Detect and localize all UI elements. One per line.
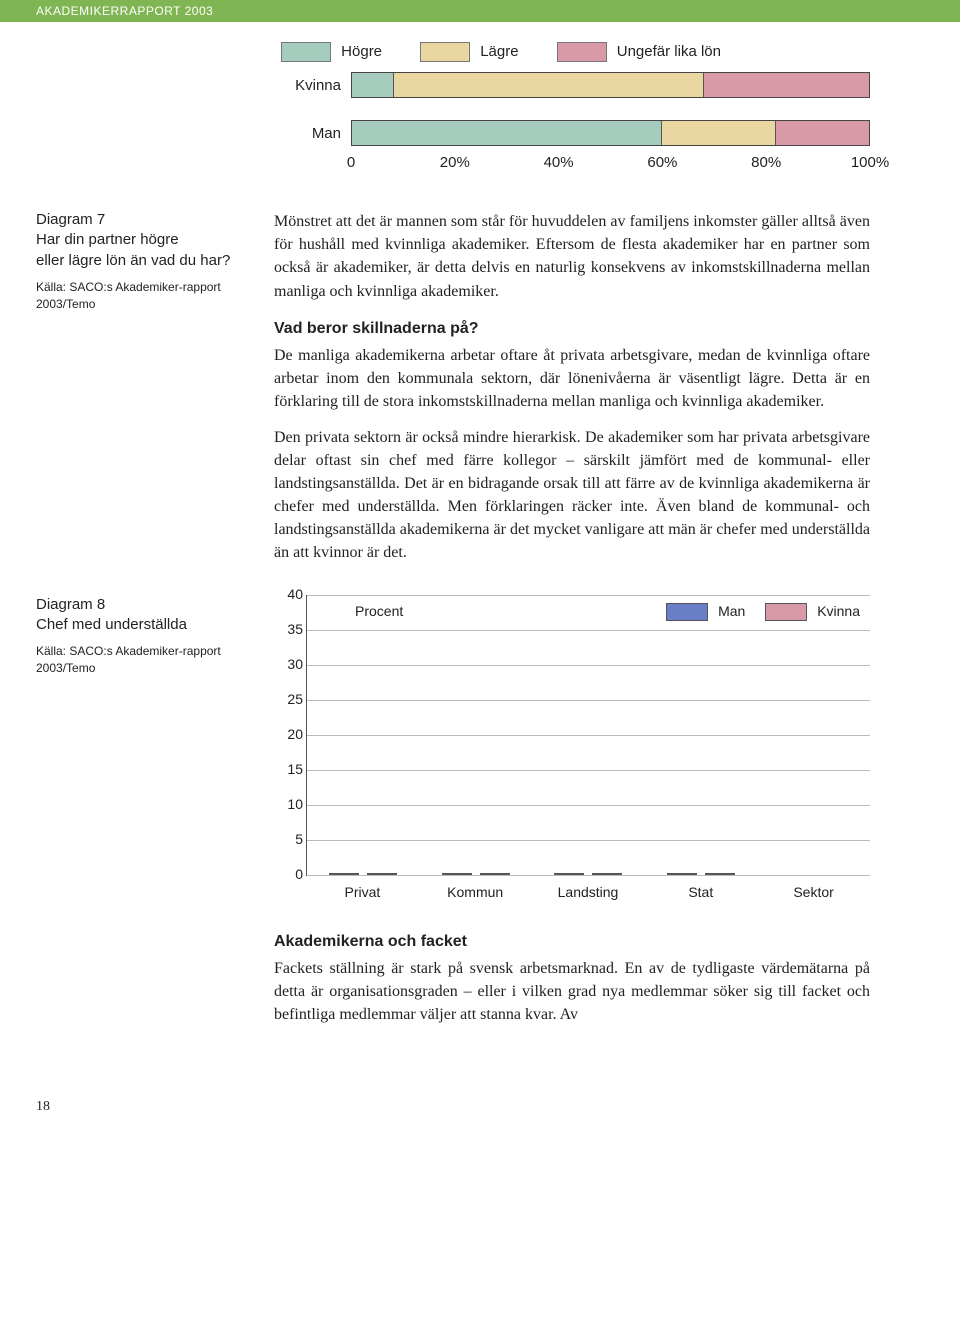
- legend-item-lagre: Lägre: [420, 42, 519, 62]
- chart1-segment: [704, 73, 869, 97]
- chart2-ytick: 35: [277, 619, 303, 639]
- legend-item-hogre: Högre: [281, 42, 382, 62]
- chart2-ytick: 0: [277, 864, 303, 884]
- chart2-gridline: [307, 665, 870, 666]
- body-text: Mönstret att det är mannen som står för …: [274, 210, 870, 577]
- para-facket: Fackets ställning är stark på svensk arb…: [274, 957, 870, 1027]
- chart2-ytick: 20: [277, 724, 303, 744]
- chart1-bar-kvinna: [351, 72, 870, 98]
- header-title: AKADEMIKERRAPPORT 2003: [36, 4, 213, 18]
- chart2-ytick: 10: [277, 794, 303, 814]
- diagram7-line3: eller lägre lön än vad du har?: [36, 252, 230, 269]
- page-header: AKADEMIKERRAPPORT 2003: [0, 0, 960, 22]
- legend-item-lika: Ungefär lika lön: [557, 42, 721, 62]
- chart1-legend: Högre Lägre Ungefär lika lön: [281, 42, 870, 62]
- chart1-segment: [352, 121, 662, 145]
- diagram8-caption: Diagram 8 Chef med underställda Källa: S…: [36, 595, 246, 1039]
- chart1-segment: [352, 73, 394, 97]
- diagram8-source: Källa: SACO:s Akademiker-rapport 2003/Te…: [36, 643, 246, 677]
- heading-facket: Akademikerna och facket: [274, 930, 870, 953]
- diagram7-caption: Diagram 7 Har din partner högre eller lä…: [36, 210, 246, 577]
- chart2-ytick: 15: [277, 759, 303, 779]
- chart2-gridline: [307, 595, 870, 596]
- chart2-xlabel: Sektor: [769, 882, 859, 902]
- chart1-label-kvinna: Kvinna: [281, 77, 351, 94]
- chart2-gridline: [307, 630, 870, 631]
- chart2-gridline: [307, 735, 870, 736]
- chart2-gridline: [307, 805, 870, 806]
- chart1-segment: [662, 121, 776, 145]
- legend-label-hogre: Högre: [341, 43, 382, 60]
- chart2: Procent Man Kvinna: [274, 595, 870, 902]
- diagram8-line2: Chef med underställda: [36, 616, 187, 633]
- chart2-xlabel: Kommun: [430, 882, 520, 902]
- chart1-bar-man: [351, 120, 870, 146]
- chart2-ytick: 40: [277, 584, 303, 604]
- chart1-x-axis: 020%40%60%80%100%: [351, 154, 870, 184]
- chart1-xtick: 60%: [647, 154, 677, 171]
- chart2-xlabel: Stat: [656, 882, 746, 902]
- chart2-gridline: [307, 770, 870, 771]
- chart2-xlabel: Privat: [317, 882, 407, 902]
- chart2-ytick: 30: [277, 654, 303, 674]
- diagram7-source: Källa: SACO:s Akademiker-rapport 2003/Te…: [36, 279, 246, 313]
- chart2-x-labels: Privat Kommun Landsting Stat Sektor: [306, 882, 870, 902]
- chart1-xtick: 40%: [544, 154, 574, 171]
- chart1-segment: [394, 73, 704, 97]
- chart1-xtick: 20%: [440, 154, 470, 171]
- para-2: De manliga akademikerna arbetar oftare å…: [274, 344, 870, 414]
- page-number: 18: [36, 1099, 870, 1115]
- chart1-xtick: 100%: [851, 154, 889, 171]
- chart2-plot: Procent Man Kvinna: [306, 595, 870, 876]
- diagram7-num: Diagram 7: [36, 211, 105, 228]
- chart2-gridline: [307, 700, 870, 701]
- swatch-lika: [557, 42, 607, 62]
- legend-label-lika: Ungefär lika lön: [617, 43, 721, 60]
- chart1-row-man: Man: [281, 120, 870, 146]
- chart2-xlabel: Landsting: [543, 882, 633, 902]
- chart2-gridline: [307, 875, 870, 876]
- swatch-lagre: [420, 42, 470, 62]
- chart1-label-man: Man: [281, 125, 351, 142]
- chart1: Kvinna Man 020%40%60%80%100%: [281, 72, 870, 184]
- chart1-xtick: 80%: [751, 154, 781, 171]
- heading-skillnader: Vad beror skillnaderna på?: [274, 317, 870, 340]
- diagram8-num: Diagram 8: [36, 596, 105, 613]
- para-3: Den privata sektorn är också mindre hier…: [274, 426, 870, 565]
- chart1-row-kvinna: Kvinna: [281, 72, 870, 98]
- legend-label-lagre: Lägre: [480, 43, 518, 60]
- diagram7-line2: Har din partner högre: [36, 231, 179, 248]
- chart1-segment: [776, 121, 869, 145]
- swatch-hogre: [281, 42, 331, 62]
- chart2-ytick: 25: [277, 689, 303, 709]
- para-1: Mönstret att det är mannen som står för …: [274, 210, 870, 303]
- chart2-gridline: [307, 840, 870, 841]
- chart1-xtick: 0: [347, 154, 355, 171]
- chart2-ytick: 5: [277, 829, 303, 849]
